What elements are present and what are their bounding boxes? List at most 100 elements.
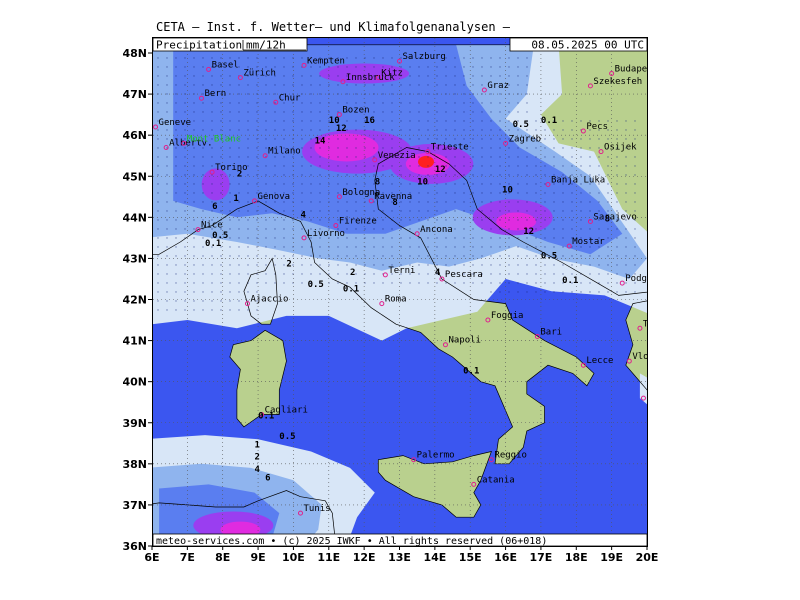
lat-tick-label: 39N [122, 417, 147, 430]
contour-label: 10 [329, 116, 340, 126]
contour-label: 0.5 [212, 231, 228, 241]
city-marker-icon [333, 223, 339, 229]
city-label: Chur [279, 93, 301, 103]
city-korfu: Korfu [640, 389, 647, 401]
city-marker-icon [273, 99, 279, 105]
lon-tick-label: 17E [530, 551, 553, 564]
city-tirana: Tirana [637, 319, 647, 331]
contour-label: 10 [502, 186, 513, 196]
city-ravenna: Ravenna [368, 192, 412, 204]
contour-label: 0.5 [279, 432, 295, 442]
city-label: Geneve [159, 118, 192, 128]
city-marker-icon [375, 75, 381, 81]
city-ajaccio: Ajaccio [244, 295, 288, 307]
city-label: Ajaccio [250, 295, 288, 305]
city-chur: Chur [273, 93, 301, 105]
units-label: mm/12h [246, 39, 286, 52]
city-label: Tunis [304, 504, 331, 514]
lat-tick-label: 48N [122, 47, 147, 60]
city-pescara: Pescara [439, 270, 483, 282]
city-tunis: Tunis [298, 504, 331, 516]
city-label: Pecs [586, 122, 608, 132]
lat-tick-label: 36N [122, 540, 147, 553]
city-budapest: Budapest [609, 65, 647, 77]
lat-tick-label: 47N [122, 88, 147, 101]
city-marker-icon [368, 198, 374, 204]
city-marker-icon [503, 140, 509, 146]
city-label: Trieste [431, 143, 469, 153]
city-label: Graz [487, 81, 509, 91]
contour-label: 14 [315, 136, 326, 146]
city-marker-icon [626, 358, 632, 364]
lat-tick-label: 46N [122, 129, 147, 142]
city-marker-icon [425, 149, 431, 155]
city-marker-icon [372, 157, 378, 163]
city-label: Ancona [420, 225, 453, 235]
contour-label: 10 [417, 177, 428, 187]
city-marker-icon [336, 194, 342, 200]
contour-label: 0.1 [343, 284, 359, 294]
city-label: Venezia [378, 151, 416, 161]
lat-tick-label: 43N [122, 252, 147, 265]
city-marker-icon [244, 301, 250, 307]
city-marker-icon [301, 235, 307, 241]
precip-extreme-istria [418, 155, 435, 168]
city-label: Bern [205, 89, 227, 99]
land-sardinia-coastline [229, 329, 287, 428]
city-marker-icon [439, 276, 445, 282]
city-marker-icon [195, 227, 201, 233]
city-livorno: Livorno [301, 229, 345, 241]
lon-tick-label: 7E [180, 551, 195, 564]
contour-label: 0.1 [463, 366, 479, 376]
city-label: Kitz [381, 69, 403, 79]
city-mont-blanc: Mont Blanc [181, 134, 241, 146]
lat-tick-label: 42N [122, 294, 147, 307]
contour-label: 2 [237, 169, 242, 179]
land-sicily-coastline [377, 451, 492, 518]
contour-label: 0.1 [541, 116, 557, 126]
city-marker-icon [640, 395, 646, 401]
lon-tick-label: 8E [215, 551, 230, 564]
contour-label: 2 [286, 260, 291, 270]
time-box [509, 37, 648, 52]
city-label: Banja Luka [551, 175, 605, 185]
city-marker-icon [619, 280, 625, 286]
contour-label: 6 [265, 473, 270, 483]
city-marker-icon [181, 140, 187, 146]
city-genova: Genova [252, 192, 290, 204]
city-markers: Salzburg Budapest Szekesfeh Basel Zürich Kemp… [153, 52, 647, 516]
city-marker-icon [411, 457, 417, 463]
city-marker-icon [471, 481, 477, 487]
contour-label: 8 [375, 177, 380, 187]
city-albertv-: Albertv. [163, 138, 213, 150]
lon-tick-label: 18E [565, 551, 588, 564]
city-label: Kempten [307, 56, 345, 66]
contour-label: 1 [255, 440, 260, 450]
city-label: Bologna [342, 188, 380, 198]
city-napoli: Napoli [442, 336, 481, 348]
city-marker-icon [485, 317, 491, 323]
city-szekesfeh: Szekesfeh [587, 77, 642, 89]
city-label: Foggia [491, 311, 524, 321]
city-label: Zagreb [509, 134, 542, 144]
city-label: Bozen [342, 106, 369, 116]
city-nice: Nice [195, 221, 223, 233]
city-palermo: Palermo [411, 451, 455, 463]
contour-label: 12 [336, 124, 347, 134]
city-marker-icon [153, 124, 159, 130]
land-sicily [378, 451, 492, 518]
city-osijek: Osijek [598, 143, 637, 155]
city-marker-icon [442, 342, 448, 348]
city-marker-icon [336, 112, 342, 118]
city-catania: Catania [471, 475, 515, 487]
city-milano: Milano [262, 147, 301, 159]
lat-tick-label: 40N [122, 376, 147, 389]
city-marker-icon [609, 71, 615, 77]
city-marker-icon [414, 231, 420, 237]
contour-label: 2 [255, 453, 260, 463]
contour-label: 12 [435, 165, 446, 175]
city-label: Milano [268, 147, 301, 157]
city-kitz: Kitz [375, 69, 403, 81]
lon-tick-label: 9E [250, 551, 265, 564]
